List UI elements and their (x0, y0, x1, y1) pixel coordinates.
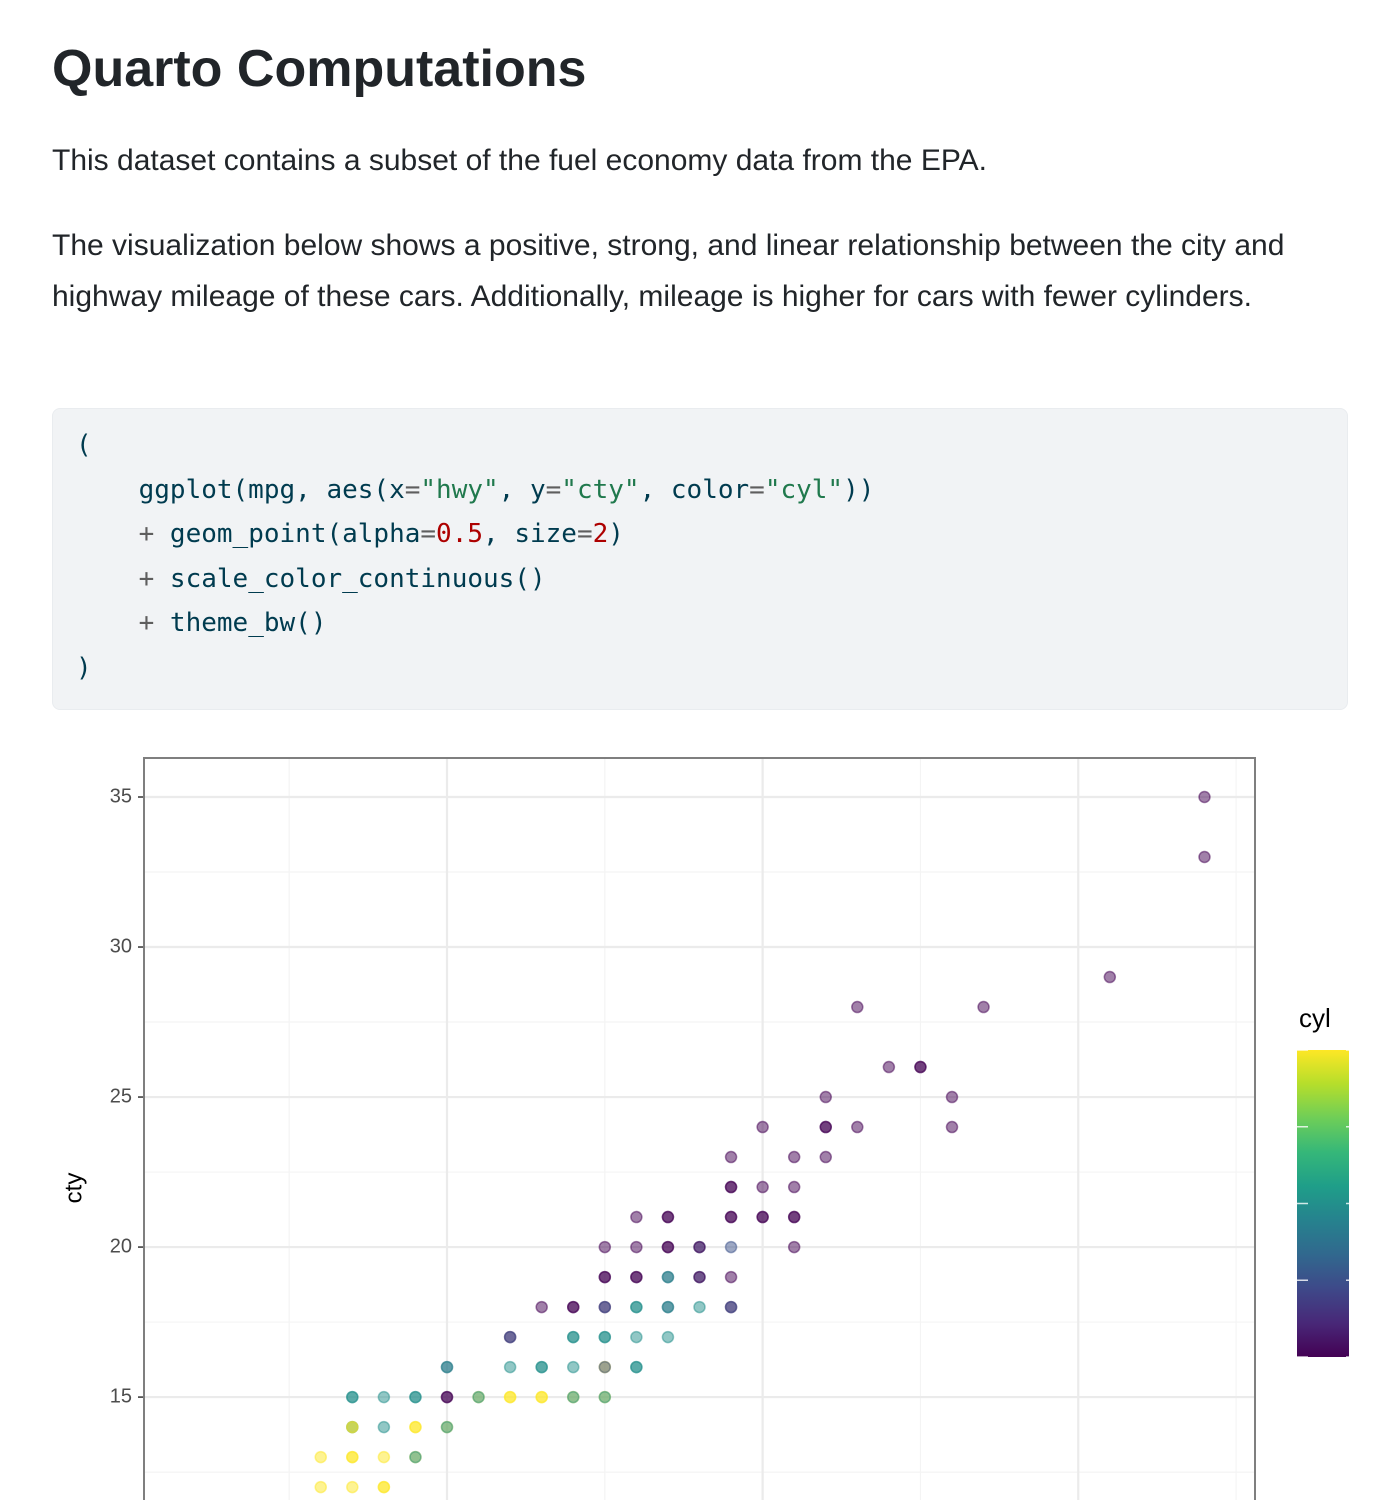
point (819, 1090, 832, 1104)
point (346, 1450, 359, 1464)
point (503, 1390, 517, 1404)
point (630, 1210, 643, 1224)
point (598, 1270, 612, 1284)
point (787, 1150, 801, 1164)
point (819, 1120, 832, 1134)
point (630, 1300, 643, 1314)
point (756, 1180, 769, 1194)
point (945, 1090, 959, 1104)
point (914, 1060, 927, 1074)
code-line: ) (76, 652, 92, 683)
point (535, 1300, 548, 1314)
point (724, 1150, 738, 1164)
point (598, 1300, 612, 1314)
point (630, 1360, 643, 1374)
code-line: + theme_bw() (138, 608, 327, 639)
point (1103, 970, 1117, 984)
point (503, 1360, 517, 1374)
point (882, 1060, 896, 1074)
point (567, 1360, 580, 1374)
code-line: + scale_color_continuous() (138, 563, 546, 594)
point (472, 1390, 485, 1404)
point (598, 1330, 612, 1344)
point (661, 1330, 675, 1344)
code-line: ( (76, 430, 92, 460)
chart: cty cyl 15 20 25 30 35 (60, 757, 1349, 1500)
point (724, 1300, 738, 1314)
point (661, 1270, 675, 1284)
point (630, 1270, 643, 1284)
point (346, 1420, 359, 1434)
point (314, 1450, 327, 1464)
legend-title: cyl (1299, 1003, 1331, 1033)
point (724, 1180, 738, 1194)
point (724, 1210, 738, 1224)
point (787, 1210, 801, 1224)
point (377, 1450, 391, 1464)
point (693, 1270, 706, 1284)
point (409, 1420, 422, 1434)
code-lines: ( ggplot(mpg, aes(x="hwy", y="cty", colo… (76, 423, 874, 691)
point (377, 1480, 391, 1494)
point (819, 1150, 832, 1164)
plot-area (144, 758, 1255, 1500)
point (756, 1210, 769, 1224)
point (314, 1480, 327, 1494)
point (1198, 850, 1211, 864)
y-tick-label: 30 (110, 935, 132, 957)
y-axis-label: cty (60, 1173, 87, 1204)
code-line: ggplot(mpg, aes(x="hwy", y="cty", color=… (76, 474, 875, 505)
point (787, 1240, 801, 1254)
plot-panel (144, 758, 1255, 1500)
paragraph: The visualization below shows a positive… (52, 229, 1285, 313)
point (693, 1300, 706, 1314)
point (693, 1240, 706, 1254)
point (567, 1390, 580, 1404)
point (1198, 790, 1211, 804)
point (724, 1270, 738, 1284)
y-tick-label: 35 (110, 785, 132, 807)
point (377, 1390, 391, 1404)
panel-border (143, 757, 1256, 1500)
point (409, 1390, 422, 1404)
code-line: + geom_point(alpha=0.5, size=2) (138, 519, 624, 550)
point (661, 1210, 675, 1224)
code-block: ( ggplot(mpg, aes(x="hwy", y="cty", colo… (52, 408, 1348, 710)
point (535, 1360, 548, 1374)
point (851, 1000, 864, 1014)
point (851, 1120, 864, 1134)
y-tick-label: 15 (110, 1385, 132, 1407)
point (787, 1180, 801, 1194)
point (945, 1120, 959, 1134)
y-tick-label: 20 (110, 1235, 132, 1257)
point (567, 1300, 580, 1314)
point (977, 1000, 990, 1014)
point (409, 1450, 422, 1464)
point (503, 1330, 517, 1344)
point (567, 1330, 580, 1344)
point (756, 1120, 769, 1134)
point (440, 1420, 454, 1434)
y-tick-label: 25 (110, 1085, 132, 1107)
point (598, 1390, 612, 1404)
point (598, 1240, 612, 1254)
point (661, 1300, 675, 1314)
point (535, 1390, 548, 1404)
point (440, 1360, 454, 1374)
point (377, 1420, 391, 1434)
point (346, 1390, 359, 1404)
point (598, 1360, 612, 1374)
point (346, 1480, 359, 1494)
point (440, 1390, 454, 1404)
point (724, 1240, 738, 1254)
point (630, 1330, 643, 1344)
page-title: Quarto Computations (52, 40, 587, 98)
point (630, 1240, 643, 1254)
paragraph: This dataset contains a subset of the fu… (52, 144, 987, 177)
point (661, 1240, 675, 1254)
